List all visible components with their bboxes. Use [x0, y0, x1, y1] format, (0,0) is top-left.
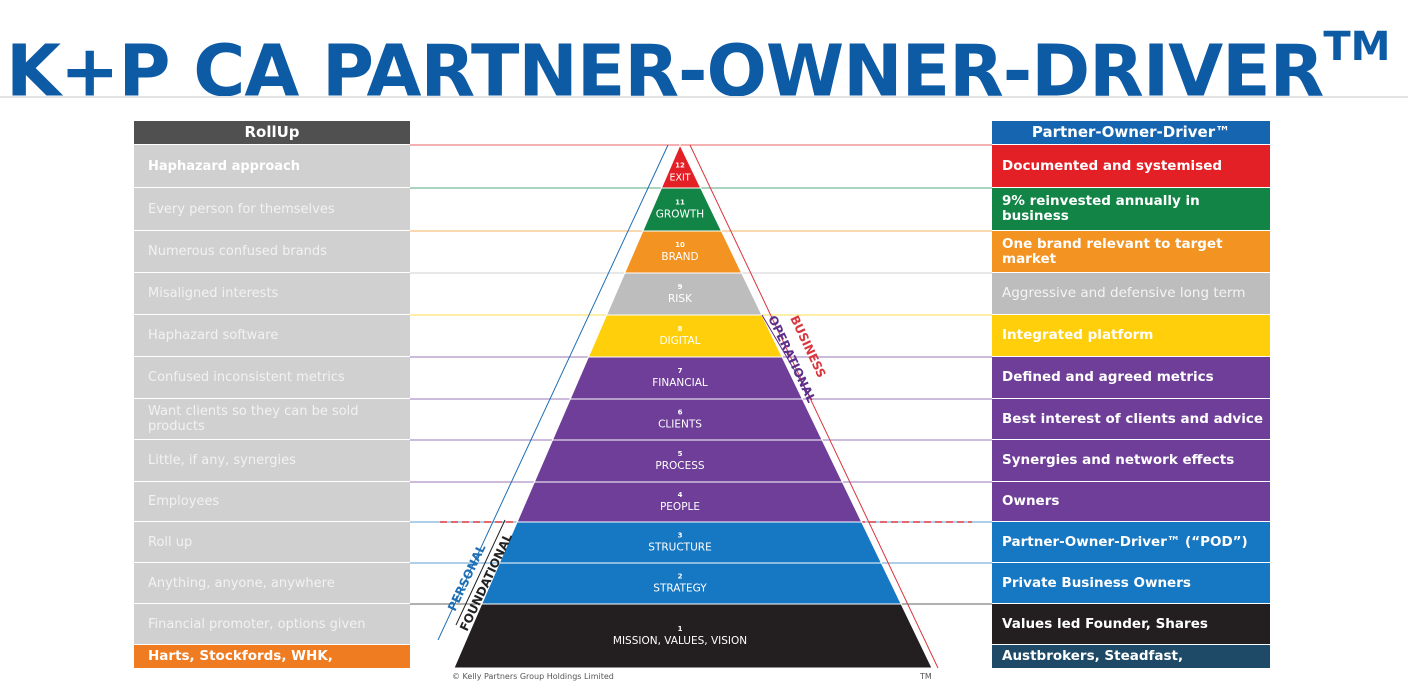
personal-line	[437, 144, 669, 641]
rollup-row: Roll up	[134, 522, 410, 563]
business-line	[689, 144, 939, 669]
operational-line	[761, 314, 813, 401]
pyramid-level-number: 5	[678, 450, 683, 458]
pyramid-level-label: STRATEGY	[653, 583, 707, 595]
pod-row: Aggressive and defensive long term	[992, 273, 1270, 315]
rollup-row: Anything, anyone, anywhere	[134, 563, 410, 604]
pod-row: Private Business Owners	[992, 563, 1270, 604]
pyramid-level-number: 3	[678, 532, 683, 540]
pyramid-level-label: FINANCIAL	[652, 377, 708, 389]
pyramid-level-label: STRUCTURE	[648, 542, 711, 554]
pod-row: Synergies and network effects	[992, 440, 1270, 482]
trademark-note: TM	[920, 672, 932, 681]
rollup-row: Every person for themselves	[134, 188, 410, 231]
rollup-row: Misaligned interests	[134, 273, 410, 315]
rollup-row: Haphazard software	[134, 315, 410, 357]
pod-examples-footer: Austbrokers, Steadfast, McDonalds	[992, 645, 1270, 687]
pod-header: Partner-Owner-Driver™	[992, 121, 1270, 144]
rollup-row: Haphazard approach	[134, 145, 410, 188]
pod-row: One brand relevant to target market	[992, 231, 1270, 273]
pyramid-level-number: 10	[675, 241, 685, 249]
pyramid-level-label: PEOPLE	[660, 501, 700, 513]
rollup-header: RollUp	[134, 121, 410, 144]
rollup-row: Want clients so they can be sold product…	[134, 399, 410, 440]
pyramid-level-label: CLIENTS	[658, 419, 702, 431]
pyramid-level-label: MISSION, VALUES, VISION	[613, 635, 747, 647]
pod-row: Integrated platform	[992, 315, 1270, 357]
title-divider	[0, 96, 1408, 98]
pyramid-level-number: 4	[678, 491, 683, 499]
pyramid-band-mission	[453, 603, 933, 669]
pyramid-level-label: GROWTH	[656, 209, 704, 221]
pyramid-level-number: 7	[678, 367, 683, 375]
pyramid-level-label: RISK	[668, 293, 693, 305]
pyramid-level-number: 11	[675, 199, 685, 207]
rollup-row: Little, if any, synergies	[134, 440, 410, 482]
copyright-notice: © Kelly Partners Group Holdings Limited	[452, 672, 614, 681]
rollup-row: Confused inconsistent metrics	[134, 357, 410, 399]
page-title: K+P CA PARTNER-OWNER-DRIVERTM	[6, 0, 1391, 113]
pyramid-level-label: DIGITAL	[659, 335, 700, 347]
pod-row: Owners	[992, 482, 1270, 522]
pod-row: Best interest of clients and advice	[992, 399, 1270, 440]
pyramid-level-number: 9	[678, 283, 683, 291]
pyramid-level-number: 1	[678, 625, 683, 633]
pyramid-level-number: 2	[678, 573, 683, 581]
rollup-row: Numerous confused brands	[134, 231, 410, 273]
rollup-row: Employees	[134, 482, 410, 522]
pyramid-level-number: 12	[675, 162, 685, 170]
pyramid-level-label: EXIT	[669, 173, 690, 184]
rollup-row: Financial promoter, options given	[134, 604, 410, 645]
pyramid-level-label: BRAND	[661, 251, 698, 263]
pod-row: Partner-Owner-Driver™ (“POD”)	[992, 522, 1270, 563]
foundational-line	[455, 519, 506, 626]
pyramid-level-label: PROCESS	[655, 460, 705, 472]
pod-row: 9% reinvested annually in business	[992, 188, 1270, 231]
pyramid-level-number: 8	[678, 325, 683, 333]
page-title-text: K+P CA PARTNER-OWNER-DRIVER	[6, 29, 1324, 113]
pod-row: Defined and agreed metrics	[992, 357, 1270, 399]
pod-row: Documented and systemised	[992, 145, 1270, 188]
rollup-examples-footer: Harts, Stockfords, WHK, Countplus	[134, 645, 410, 687]
pyramid-level-number: 6	[678, 409, 683, 417]
pod-row: Values led Founder, Shares	[992, 604, 1270, 645]
trademark-mark: TM	[1323, 24, 1391, 70]
